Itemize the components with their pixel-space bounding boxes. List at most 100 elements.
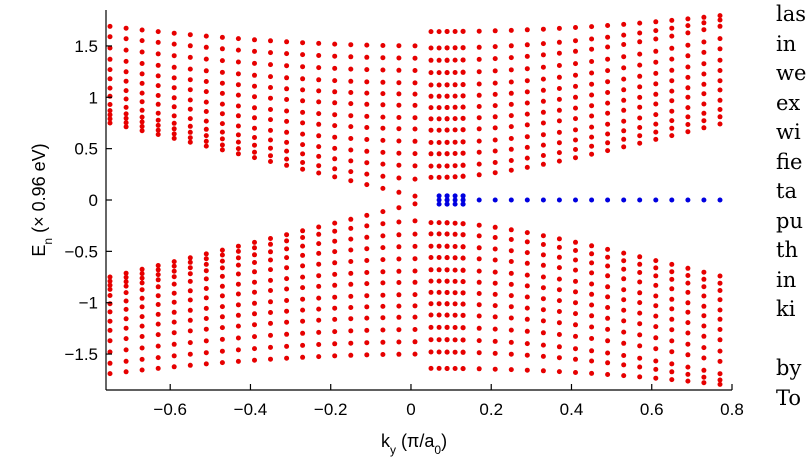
band-point xyxy=(171,299,177,305)
band-point xyxy=(219,325,225,331)
band-point xyxy=(171,290,177,296)
band-point xyxy=(155,311,161,317)
band-point xyxy=(444,267,450,273)
band-point xyxy=(332,65,338,71)
band-point xyxy=(428,312,434,318)
band-point xyxy=(573,322,578,328)
band-point xyxy=(476,126,482,132)
band-point xyxy=(492,280,498,286)
band-point xyxy=(685,330,691,336)
band-point xyxy=(573,127,578,133)
edge-state-point xyxy=(524,197,530,203)
band-point xyxy=(252,149,257,155)
band-point xyxy=(436,243,442,249)
band-point xyxy=(203,286,209,291)
band-point xyxy=(452,278,458,284)
band-point xyxy=(380,79,386,85)
band-point xyxy=(171,341,177,347)
band-point xyxy=(573,278,578,284)
band-point xyxy=(540,330,546,336)
band-point xyxy=(187,340,193,346)
band-point xyxy=(444,290,450,295)
band-point xyxy=(556,265,562,271)
band-point xyxy=(605,148,611,154)
band-point xyxy=(412,68,418,73)
band-point xyxy=(717,121,723,127)
band-point xyxy=(235,47,241,53)
band-point xyxy=(268,249,273,255)
band-point xyxy=(235,335,241,341)
band-point xyxy=(717,316,723,322)
band-point xyxy=(701,303,707,309)
band-point xyxy=(107,76,113,82)
band-point xyxy=(316,88,322,94)
band-point xyxy=(524,134,530,140)
band-point xyxy=(300,354,306,360)
band-point xyxy=(284,355,290,361)
band-point xyxy=(252,260,257,265)
band-point xyxy=(685,53,691,59)
band-point xyxy=(717,78,723,84)
band-point xyxy=(476,302,482,308)
band-point xyxy=(556,63,562,68)
band-point xyxy=(460,255,466,261)
band-point xyxy=(573,72,578,78)
band-point xyxy=(605,350,611,356)
band-point xyxy=(573,137,578,143)
band-point xyxy=(123,96,129,102)
edge-state-point xyxy=(637,197,643,203)
x-axis-label: ky (π/a0) xyxy=(381,431,447,457)
band-point xyxy=(155,127,161,133)
band-point xyxy=(268,95,273,101)
band-point xyxy=(428,45,434,51)
band-point xyxy=(252,37,257,43)
band-point xyxy=(637,374,643,380)
band-point xyxy=(508,237,514,242)
band-point xyxy=(556,320,562,326)
band-point xyxy=(669,125,675,131)
band-point xyxy=(573,333,578,339)
band-point xyxy=(332,156,338,162)
band-point xyxy=(235,281,241,287)
y-tick-label: 0 xyxy=(89,191,98,210)
band-point xyxy=(589,260,595,266)
band-point xyxy=(235,151,241,157)
band-point xyxy=(492,291,498,297)
band-point xyxy=(508,293,514,299)
band-point xyxy=(524,230,530,236)
band-point xyxy=(123,316,129,322)
band-point xyxy=(460,93,466,99)
band-point xyxy=(508,67,514,73)
edge-state-point xyxy=(476,197,482,203)
band-point xyxy=(235,243,241,249)
band-point xyxy=(452,151,458,156)
band-point xyxy=(524,328,530,334)
band-point xyxy=(268,38,273,44)
band-point xyxy=(476,115,482,121)
band-point xyxy=(348,259,354,264)
band-point xyxy=(332,112,338,118)
band-point xyxy=(139,61,145,66)
band-point xyxy=(701,71,707,77)
band-point xyxy=(268,236,273,241)
band-point xyxy=(348,66,354,72)
band-point xyxy=(155,83,161,89)
band-point xyxy=(492,350,498,356)
band-point xyxy=(155,355,161,361)
band-point xyxy=(284,238,290,244)
band-point xyxy=(412,91,418,97)
band-point xyxy=(139,119,145,125)
edge-state-point xyxy=(460,197,466,203)
band-point xyxy=(589,143,595,149)
band-point xyxy=(476,28,482,34)
band-point xyxy=(685,122,691,127)
band-point xyxy=(444,243,450,249)
band-point xyxy=(589,134,595,140)
band-point xyxy=(476,256,482,262)
band-point xyxy=(492,269,498,275)
band-point xyxy=(476,138,482,144)
band-point xyxy=(637,332,643,338)
band-point xyxy=(605,140,611,146)
band-point xyxy=(556,158,562,164)
